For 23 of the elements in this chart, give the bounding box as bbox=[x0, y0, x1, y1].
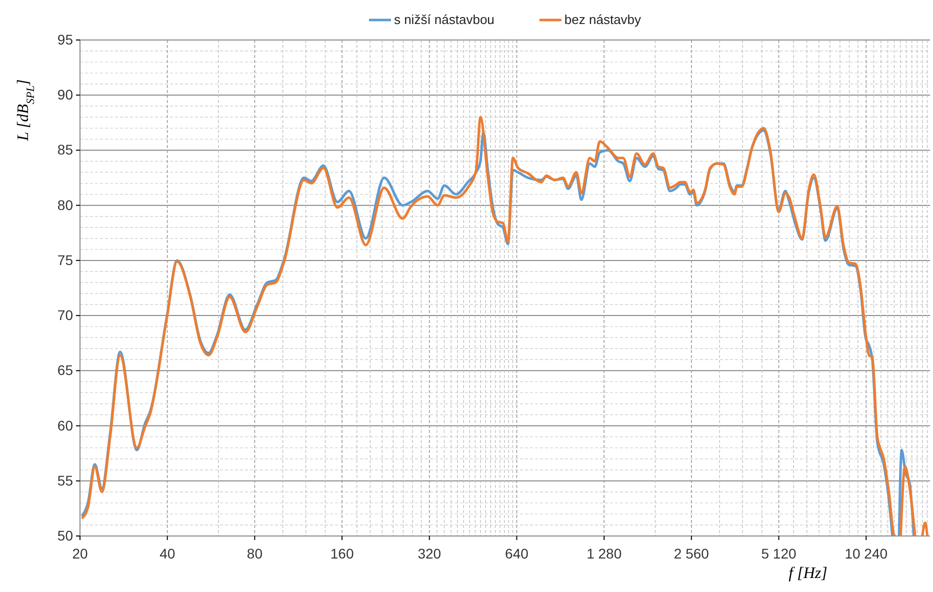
x-tick-label: 320 bbox=[418, 545, 442, 562]
x-tick-label: 640 bbox=[505, 545, 529, 562]
x-tick-label: 40 bbox=[160, 545, 176, 562]
y-tick-label: 75 bbox=[57, 252, 74, 268]
x-tick-label: 160 bbox=[330, 545, 354, 562]
x-tick-label: 1 280 bbox=[586, 545, 622, 562]
y-tick-label: 70 bbox=[57, 307, 74, 324]
x-tick-label: 5 120 bbox=[761, 545, 796, 562]
x-tick-label: 10 240 bbox=[844, 545, 888, 562]
y-tick-label: 90 bbox=[57, 86, 74, 103]
x-axis-title: f [Hz] bbox=[788, 565, 828, 582]
y-tick-label: 50 bbox=[57, 527, 74, 544]
y-tick-label: 95 bbox=[57, 31, 74, 48]
x-tick-label: 2 560 bbox=[674, 545, 710, 562]
x-tick-label: 20 bbox=[72, 545, 88, 562]
y-tick-label: 60 bbox=[57, 417, 74, 434]
x-tick-label: 80 bbox=[246, 545, 263, 562]
legend-label: s nižší nástavbou bbox=[394, 12, 494, 27]
legend-label: bez nástavby bbox=[564, 12, 642, 27]
y-tick-label: 80 bbox=[57, 196, 74, 213]
y-tick-label: 85 bbox=[57, 142, 74, 158]
y-tick-label: 55 bbox=[57, 472, 74, 488]
y-tick-label: 65 bbox=[57, 362, 74, 378]
